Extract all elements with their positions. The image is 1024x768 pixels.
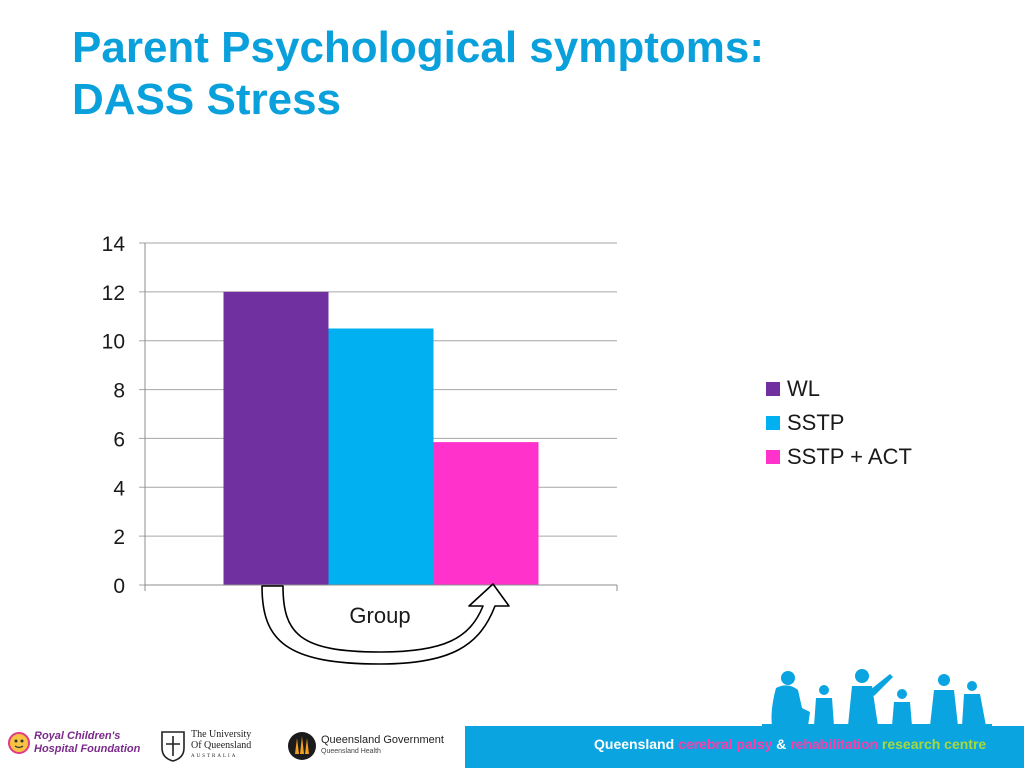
legend-swatch-wl — [766, 382, 780, 396]
y-tick-label: 2 — [113, 526, 125, 549]
footer-text-queensland: Queensland — [594, 736, 675, 752]
y-tick-label: 6 — [113, 428, 125, 451]
bar-sstp — [328, 328, 434, 585]
y-tick-label: 14 — [102, 233, 126, 256]
legend-item-wl: WL — [766, 372, 912, 406]
bar-chart: 0 2 4 6 8 10 12 14 Group — [102, 233, 618, 665]
footer-text-cerebral-palsy: cerebral palsy — [678, 736, 773, 752]
legend-item-sstp-act: SSTP + ACT — [766, 440, 912, 474]
chart-bars — [223, 291, 539, 585]
y-tick-label: 10 — [102, 331, 125, 354]
y-tick-label: 0 — [113, 575, 125, 598]
uq-logo: The University Of Queensland AUSTRALIA — [160, 729, 251, 762]
uq-logo-line-2: Of Queensland — [191, 740, 252, 751]
y-tick-label: 4 — [113, 477, 125, 500]
qg-logo-line-2: Queensland Health — [321, 748, 381, 755]
uq-logo-line-1: The University — [191, 729, 252, 740]
family-silhouettes-graphic — [762, 669, 992, 730]
footer-centre-name: Queensland cerebral palsy & rehabilitati… — [594, 736, 986, 752]
footer-text-rehabilitation: rehabilitation — [790, 736, 879, 752]
slide-title: Parent Psychological symptoms: DASS Stre… — [72, 22, 972, 126]
y-tick-label: 8 — [113, 380, 125, 403]
title-line-1: Parent Psychological symptoms: — [72, 23, 764, 72]
legend-label-sstp-act: SSTP + ACT — [787, 444, 912, 469]
uq-crest-icon — [161, 730, 185, 762]
footer-text-research-centre: research centre — [881, 736, 987, 752]
legend-label-sstp: SSTP — [787, 410, 845, 435]
uq-logo-line-3: AUSTRALIA — [191, 754, 238, 759]
y-tick-label: 12 — [102, 282, 125, 305]
rch-logo-line-1: Royal Children's — [34, 730, 121, 742]
x-axis-label: Group — [349, 603, 410, 628]
queensland-government-logo: Queensland Government Queensland Health — [287, 730, 444, 762]
legend-item-sstp: SSTP — [766, 406, 912, 440]
footer-text-ampersand: & — [776, 736, 787, 752]
curved-arrow-annotation — [261, 583, 510, 665]
footer-bar: Royal Children's Hospital Foundation The… — [0, 726, 1024, 768]
royal-childrens-logo: Royal Children's Hospital Foundation — [8, 730, 140, 756]
rch-emblem-icon — [8, 732, 30, 754]
legend-label-wl: WL — [787, 376, 820, 401]
chart-legend: WL SSTP SSTP + ACT — [766, 372, 912, 474]
partner-logos: Royal Children's Hospital Foundation The… — [0, 726, 465, 768]
rch-logo-line-2: Hospital Foundation — [34, 743, 141, 755]
chart-axes — [144, 243, 618, 591]
qg-logo-line-1: Queensland Government — [321, 734, 444, 746]
bar-sstp-act — [433, 442, 539, 585]
y-axis-ticks: 0 2 4 6 8 10 12 14 — [102, 233, 126, 598]
bar-wl — [223, 291, 329, 585]
legend-swatch-sstp-act — [766, 450, 780, 464]
qld-crest-icon — [288, 732, 316, 760]
title-line-2: DASS Stress — [72, 75, 342, 124]
legend-swatch-sstp — [766, 416, 780, 430]
